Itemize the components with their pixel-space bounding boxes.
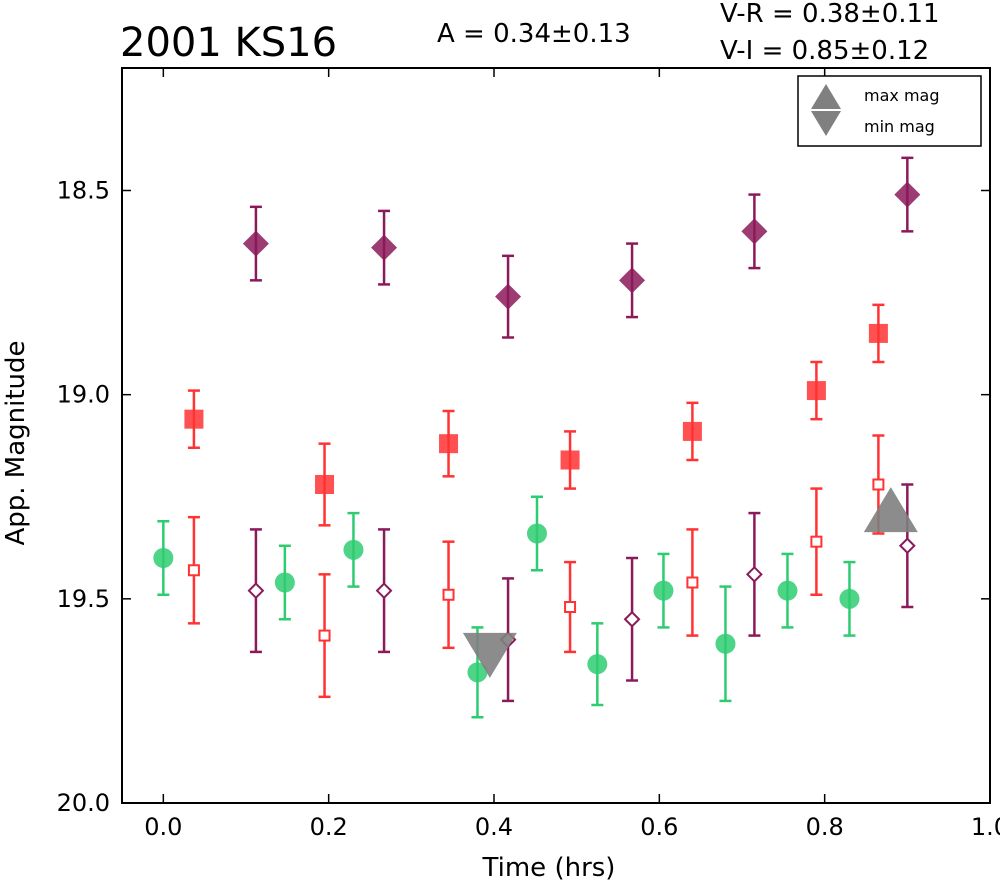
x-tick-label: 1.0 <box>971 813 1000 841</box>
max-mag-marker <box>863 487 918 533</box>
series-0-green-circle-point <box>343 539 364 560</box>
series-2-red-square-point <box>810 535 823 548</box>
series-2-red-square-point <box>872 478 885 491</box>
legend-min-mag-label: min mag <box>864 117 935 136</box>
series-0-green-circle-point <box>839 588 860 609</box>
series-3-purple-diamond-point <box>371 234 398 261</box>
series-0-green-circle-point <box>274 572 295 593</box>
x-tick-label: 0.0 <box>144 813 182 841</box>
amplitude-text: A = 0.34±0.13 <box>437 19 631 49</box>
series-4-purple-diamond-point <box>898 537 916 555</box>
y-tick-label: 19.5 <box>57 585 110 613</box>
v-i-color-text: V-I = 0.85±0.12 <box>720 36 929 66</box>
y-tick-label: 18.5 <box>57 177 110 205</box>
series-1-red-square-point <box>439 434 459 454</box>
y-axis-label: App. Magnitude <box>1 340 31 545</box>
series-4-purple-diamond-point <box>375 582 393 600</box>
chart-title: 2001 KS16 <box>120 20 337 66</box>
plot-frame <box>121 67 991 804</box>
series-3-purple-diamond-point <box>242 230 269 257</box>
series-2-red-square-point <box>187 564 200 577</box>
series-4-purple-diamond-point <box>623 610 641 628</box>
legend-max-mag-label: max mag <box>864 86 940 105</box>
series-3-purple-diamond-point <box>894 181 921 208</box>
axis-ticks: 0.0 0.2 0.4 0.6 0.8 1.0 18.5 19.0 19.5 20.0 <box>57 68 1000 841</box>
plot-marks <box>153 156 921 719</box>
x-tick-label: 0.8 <box>806 813 844 841</box>
series-2-red-square-point <box>564 601 577 613</box>
series-0-green-circle-point <box>153 548 174 568</box>
series-1-red-square-point <box>806 381 826 401</box>
series-3-purple-diamond-point <box>619 267 646 294</box>
series-2-red-square-point <box>442 588 455 601</box>
v-r-color-text: V-R = 0.38±0.11 <box>720 0 940 29</box>
x-axis-label: Time (hrs) <box>482 853 616 883</box>
series-1-red-square-point <box>868 323 888 343</box>
series-4-purple-diamond-point <box>247 582 265 600</box>
y-tick-label: 19.0 <box>57 381 110 409</box>
series-0-green-circle-point <box>653 580 674 601</box>
x-tick-label: 0.6 <box>640 813 678 841</box>
series-0-green-circle-point <box>715 633 736 654</box>
series-3-purple-diamond-point <box>495 283 522 310</box>
series-4-purple-diamond-point <box>745 565 763 583</box>
series-0-green-circle-point <box>777 580 798 601</box>
series-1-red-square-point <box>560 450 580 470</box>
legend-max-mag-icon <box>811 84 841 109</box>
legend: max mag min mag <box>797 75 982 147</box>
series-0-green-circle-point <box>526 523 547 544</box>
series-2-red-square-point <box>318 629 331 642</box>
x-tick-label: 0.2 <box>310 813 348 841</box>
min-mag-marker <box>462 632 517 678</box>
legend-min-mag-icon <box>811 111 841 136</box>
series-1-red-square-point <box>315 475 335 494</box>
series-3-purple-diamond-point <box>741 218 768 245</box>
series-1-red-square-point <box>682 421 702 441</box>
series-2-red-square-point <box>686 576 699 589</box>
x-tick-label: 0.4 <box>475 813 513 841</box>
series-0-green-circle-point <box>467 662 488 683</box>
y-tick-label: 20.0 <box>57 789 110 817</box>
series-0-green-circle-point <box>587 654 608 675</box>
series-1-red-square-point <box>184 409 204 429</box>
